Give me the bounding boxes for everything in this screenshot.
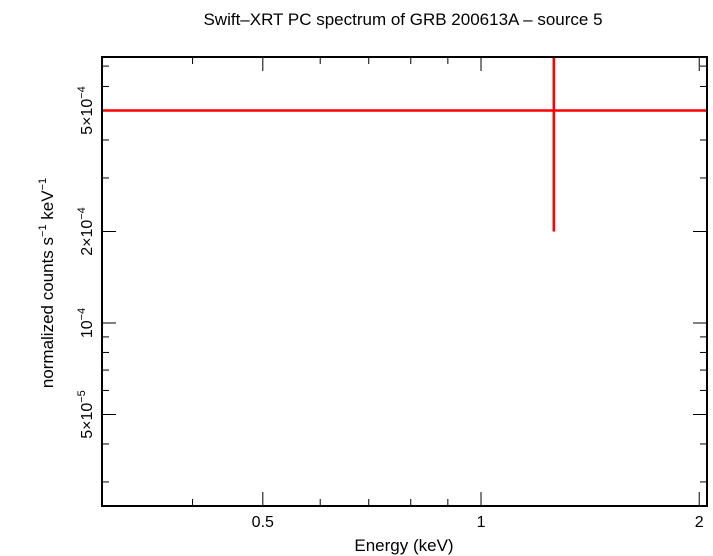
y-tick-exponent: −4 <box>76 86 88 99</box>
y-axis-label-base: normalized counts s <box>38 237 57 388</box>
x-axis-label: Energy (keV) <box>354 536 453 555</box>
y-tick-label: 5×10−5 <box>76 390 96 439</box>
y-tick-mantissa: 10 <box>79 320 96 338</box>
y-axis-label: normalized counts s−1 keV−1 <box>37 178 57 388</box>
x-tick-label: 1 <box>477 514 486 531</box>
plot-frame <box>101 56 708 507</box>
y-tick-label: 5×10−4 <box>76 86 96 135</box>
y-tick-mantissa: 5×10 <box>79 99 96 135</box>
axis-ticks <box>101 57 707 506</box>
y-tick-mantissa: 5×10 <box>79 403 96 439</box>
y-tick-label: 2×10−4 <box>76 207 96 256</box>
x-tick-label: 0.5 <box>252 514 274 531</box>
tick-labels: 0.5 1 25×10−510−42×10−45×10−4 <box>76 86 704 531</box>
y-axis-label-mid: keV <box>38 190 57 225</box>
y-tick-mantissa: 2×10 <box>79 220 96 256</box>
y-tick-label: 10−4 <box>76 308 96 338</box>
chart-title: Swift–XRT PC spectrum of GRB 200613A – s… <box>203 10 602 29</box>
data-layer <box>102 57 707 232</box>
x-tick-label: 2 <box>695 514 704 531</box>
y-tick-exponent: −4 <box>76 308 88 321</box>
y-tick-exponent: −4 <box>76 207 88 220</box>
y-axis-label-exponent-2: −1 <box>37 178 49 191</box>
y-tick-exponent: −5 <box>76 390 88 403</box>
y-axis-label-exponent-1: −1 <box>37 224 49 237</box>
